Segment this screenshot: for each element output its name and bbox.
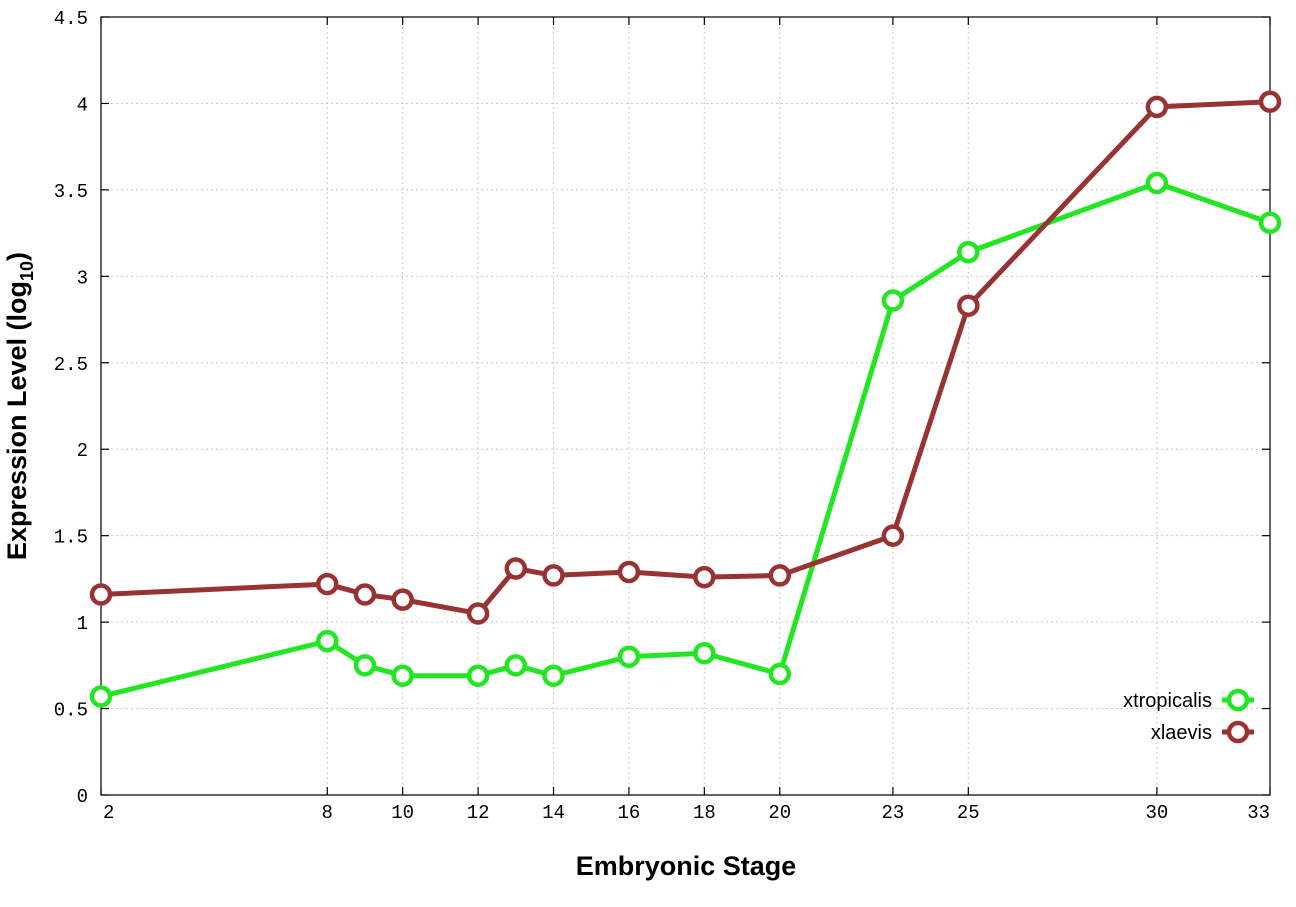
axis-ticks: 0 0.5 1 1.5 2 2.5 3 3.5 4 4.5 2 8 10 12 14 16 18 20 23 25 30… xyxy=(54,8,1271,824)
x-tick-label: 23 xyxy=(881,802,904,824)
data-point xyxy=(881,524,905,547)
legend-swatch-marker xyxy=(1226,720,1250,744)
y-tick-label: 0 xyxy=(77,786,88,808)
series-xlaevis xyxy=(89,90,1282,625)
legend-swatch-marker xyxy=(1226,688,1250,712)
y-tick-label: 2.5 xyxy=(54,354,88,376)
data-point xyxy=(89,685,113,708)
data-point xyxy=(617,645,641,668)
data-point xyxy=(504,654,528,677)
data-point xyxy=(542,564,565,587)
x-tick-label: 10 xyxy=(391,802,414,824)
legend-label: xtropicalis xyxy=(1123,690,1212,712)
y-tick-label: 3.5 xyxy=(54,181,88,203)
plot-area-frame xyxy=(100,16,1271,796)
series-line xyxy=(100,180,1271,699)
data-point xyxy=(1258,90,1282,113)
data-point xyxy=(957,240,980,264)
series-layer xyxy=(89,90,1282,708)
data-point xyxy=(542,664,565,687)
x-tick-label: 8 xyxy=(322,802,333,824)
y-axis-title-subscript: 10 xyxy=(17,261,37,281)
legend-entry: xtropicalis xyxy=(1123,688,1254,712)
data-point xyxy=(768,564,792,587)
y-tick-label: 2 xyxy=(77,440,88,462)
x-tick-label: 14 xyxy=(542,802,565,824)
data-point xyxy=(1145,171,1169,195)
y-tick-label: 4.5 xyxy=(54,8,88,30)
series-line xyxy=(100,99,1271,616)
data-point xyxy=(316,629,339,653)
x-tick-label: 20 xyxy=(768,802,791,824)
legend: xtropicalis xlaevis xyxy=(1123,688,1254,744)
data-point xyxy=(693,641,716,665)
data-point xyxy=(391,664,414,687)
data-point xyxy=(768,662,792,686)
x-axis-title: Embryonic Stage xyxy=(576,851,797,881)
x-tick-label: 12 xyxy=(467,802,490,824)
data-point xyxy=(504,557,528,580)
x-tick-label: 18 xyxy=(693,802,716,824)
grid-lines xyxy=(101,17,1270,795)
legend-entry: xlaevis xyxy=(1151,720,1254,744)
data-point xyxy=(391,588,414,611)
data-point xyxy=(1145,95,1169,119)
x-tick-label: 16 xyxy=(618,802,641,824)
y-tick-label: 4 xyxy=(77,94,88,116)
y-tick-label: 1.5 xyxy=(54,527,88,549)
data-point xyxy=(353,654,377,677)
data-point xyxy=(617,560,641,584)
data-point xyxy=(353,583,377,606)
data-point xyxy=(316,572,339,596)
data-point xyxy=(957,294,980,317)
data-point xyxy=(1258,211,1282,234)
y-axis-title-close: ) xyxy=(2,252,32,261)
data-point xyxy=(466,664,490,687)
series-xtropicalis xyxy=(89,171,1282,708)
data-point xyxy=(693,565,716,589)
x-tick-label: 2 xyxy=(103,802,114,824)
y-tick-label: 0.5 xyxy=(54,700,88,722)
y-tick-label: 1 xyxy=(77,613,88,635)
y-axis-title: Expression Level (log10) xyxy=(2,252,37,560)
y-tick-label: 3 xyxy=(77,267,88,289)
legend-label: xlaevis xyxy=(1151,722,1212,744)
x-tick-label: 25 xyxy=(957,802,980,824)
y-axis-title-main: Expression Level (log xyxy=(2,281,32,560)
x-tick-label: 30 xyxy=(1145,802,1168,824)
x-tick-label: 33 xyxy=(1247,802,1270,824)
data-point xyxy=(881,289,905,312)
data-point xyxy=(466,602,490,625)
data-point xyxy=(89,583,113,606)
